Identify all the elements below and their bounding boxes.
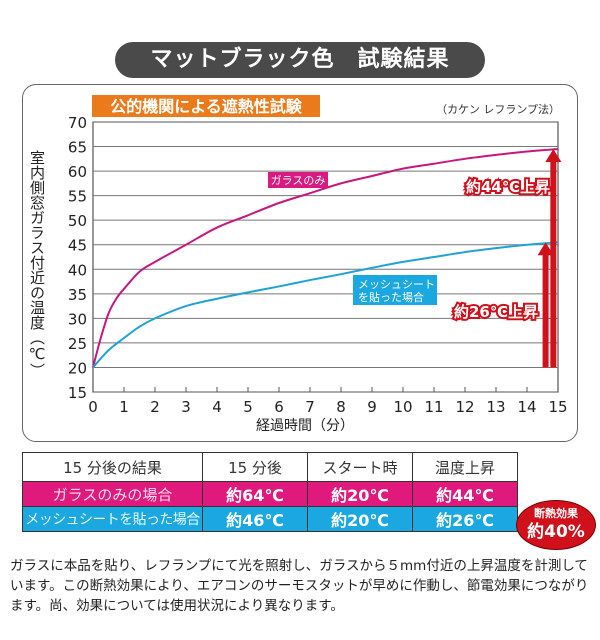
y-tick-label: 25 (68, 335, 87, 353)
y-tick-label: 15 (68, 384, 87, 402)
rise-arrow-head (537, 242, 554, 256)
series-label-mesh-bg (353, 275, 437, 305)
x-tick-label: 9 (367, 398, 377, 416)
rise-arrow-shaft (550, 161, 557, 368)
header-cell: スタート時 (307, 452, 413, 482)
series-line-glass (92, 148, 559, 368)
x-tick-label: 11 (424, 398, 443, 416)
y-tick-label: 65 (68, 139, 87, 157)
chart: 公的機関による遮熱性試験 （カケン レフランプ法） 15202530354045… (68, 95, 568, 434)
series-label-mesh-1: メッシュシート (358, 278, 435, 291)
x-tick-label: 15 (548, 398, 567, 416)
chart-subtitle: （カケン レフランプ法） (436, 102, 560, 116)
plot-area (92, 121, 559, 393)
header-cell: 15 分後 (202, 452, 308, 482)
y-tick-label: 20 (68, 359, 87, 377)
results-table: 15 分後の結果 15 分後 スタート時 温度上昇 ガラスのみの場合 約64℃ … (22, 452, 518, 532)
x-tick-label: 0 (88, 398, 98, 416)
y-tick-label: 50 (68, 212, 87, 230)
row-label: ガラスのみの場合 (22, 481, 203, 507)
cell: 約44℃ (412, 481, 518, 507)
y-tick-label: 35 (68, 286, 87, 304)
x-tick-label: 6 (274, 398, 284, 416)
annotation-26: 約26℃上昇 (454, 303, 538, 321)
x-tick-label: 7 (305, 398, 315, 416)
rise-arrow-head (545, 149, 562, 162)
x-tick-label: 5 (243, 398, 253, 416)
chart-frame (22, 84, 578, 442)
x-tick-label: 3 (181, 398, 191, 416)
x-tick-label: 12 (455, 398, 474, 416)
x-tick-label: 14 (517, 398, 536, 416)
x-axis-label: 経過時間（分） (256, 418, 354, 434)
cell: 約20℃ (307, 481, 413, 507)
series-line-mesh (92, 241, 559, 369)
header-cell: 15 分後の結果 (22, 452, 203, 482)
rise-arrow-shaft (542, 254, 549, 368)
table-row-glass: ガラスのみの場合 約64℃ 約20℃ 約44℃ (22, 481, 518, 507)
y-tick-label: 60 (68, 163, 87, 181)
annotation-44: 約44℃上昇 (466, 178, 550, 196)
badge-line1: 断熱効果 (534, 507, 578, 520)
badge-line2: 約40% (527, 522, 585, 542)
chart-title: 公的機関による遮熱性試験 (110, 97, 303, 116)
table-header-row: 15 分後の結果 15 分後 スタート時 温度上昇 (22, 452, 518, 482)
insulation-badge: 断熱効果 約40% (516, 500, 596, 550)
table-row-mesh: メッシュシートを貼った場合 約46℃ 約20℃ 約26℃ (22, 506, 518, 532)
y-tick-label: 70 (68, 114, 87, 132)
x-tick-label: 4 (212, 398, 222, 416)
cell: 約26℃ (412, 506, 518, 532)
x-tick-label: 2 (150, 398, 160, 416)
series-label-mesh-2: を貼った場合 (358, 290, 424, 304)
y-tick-label: 55 (68, 188, 87, 206)
series-label-glass-bg (268, 172, 328, 188)
y-axis-label: 室内側窓ガラス付近の温度（℃） (28, 150, 46, 378)
cell: 約20℃ (307, 506, 413, 532)
cell: 約46℃ (202, 506, 308, 532)
description-text: ガラスに本品を貼り、レフランプにて光を照射し、ガラスから５mm付近の上昇温度を計… (10, 558, 589, 614)
x-tick-label: 10 (393, 398, 412, 416)
row-label: メッシュシートを貼った場合 (22, 506, 203, 532)
x-tick-label: 8 (336, 398, 346, 416)
page-title: マットブラック色 試験結果 (115, 42, 485, 78)
chart-title-bg (92, 95, 320, 117)
cell: 約64℃ (202, 481, 308, 507)
header-cell: 温度上昇 (412, 452, 518, 482)
y-tick-label: 40 (68, 261, 87, 279)
series-label-glass: ガラスのみ (271, 174, 326, 187)
x-tick-label: 1 (119, 398, 129, 416)
y-tick-label: 30 (68, 310, 87, 328)
y-tick-label: 45 (68, 237, 87, 255)
x-tick-label: 13 (486, 398, 505, 416)
